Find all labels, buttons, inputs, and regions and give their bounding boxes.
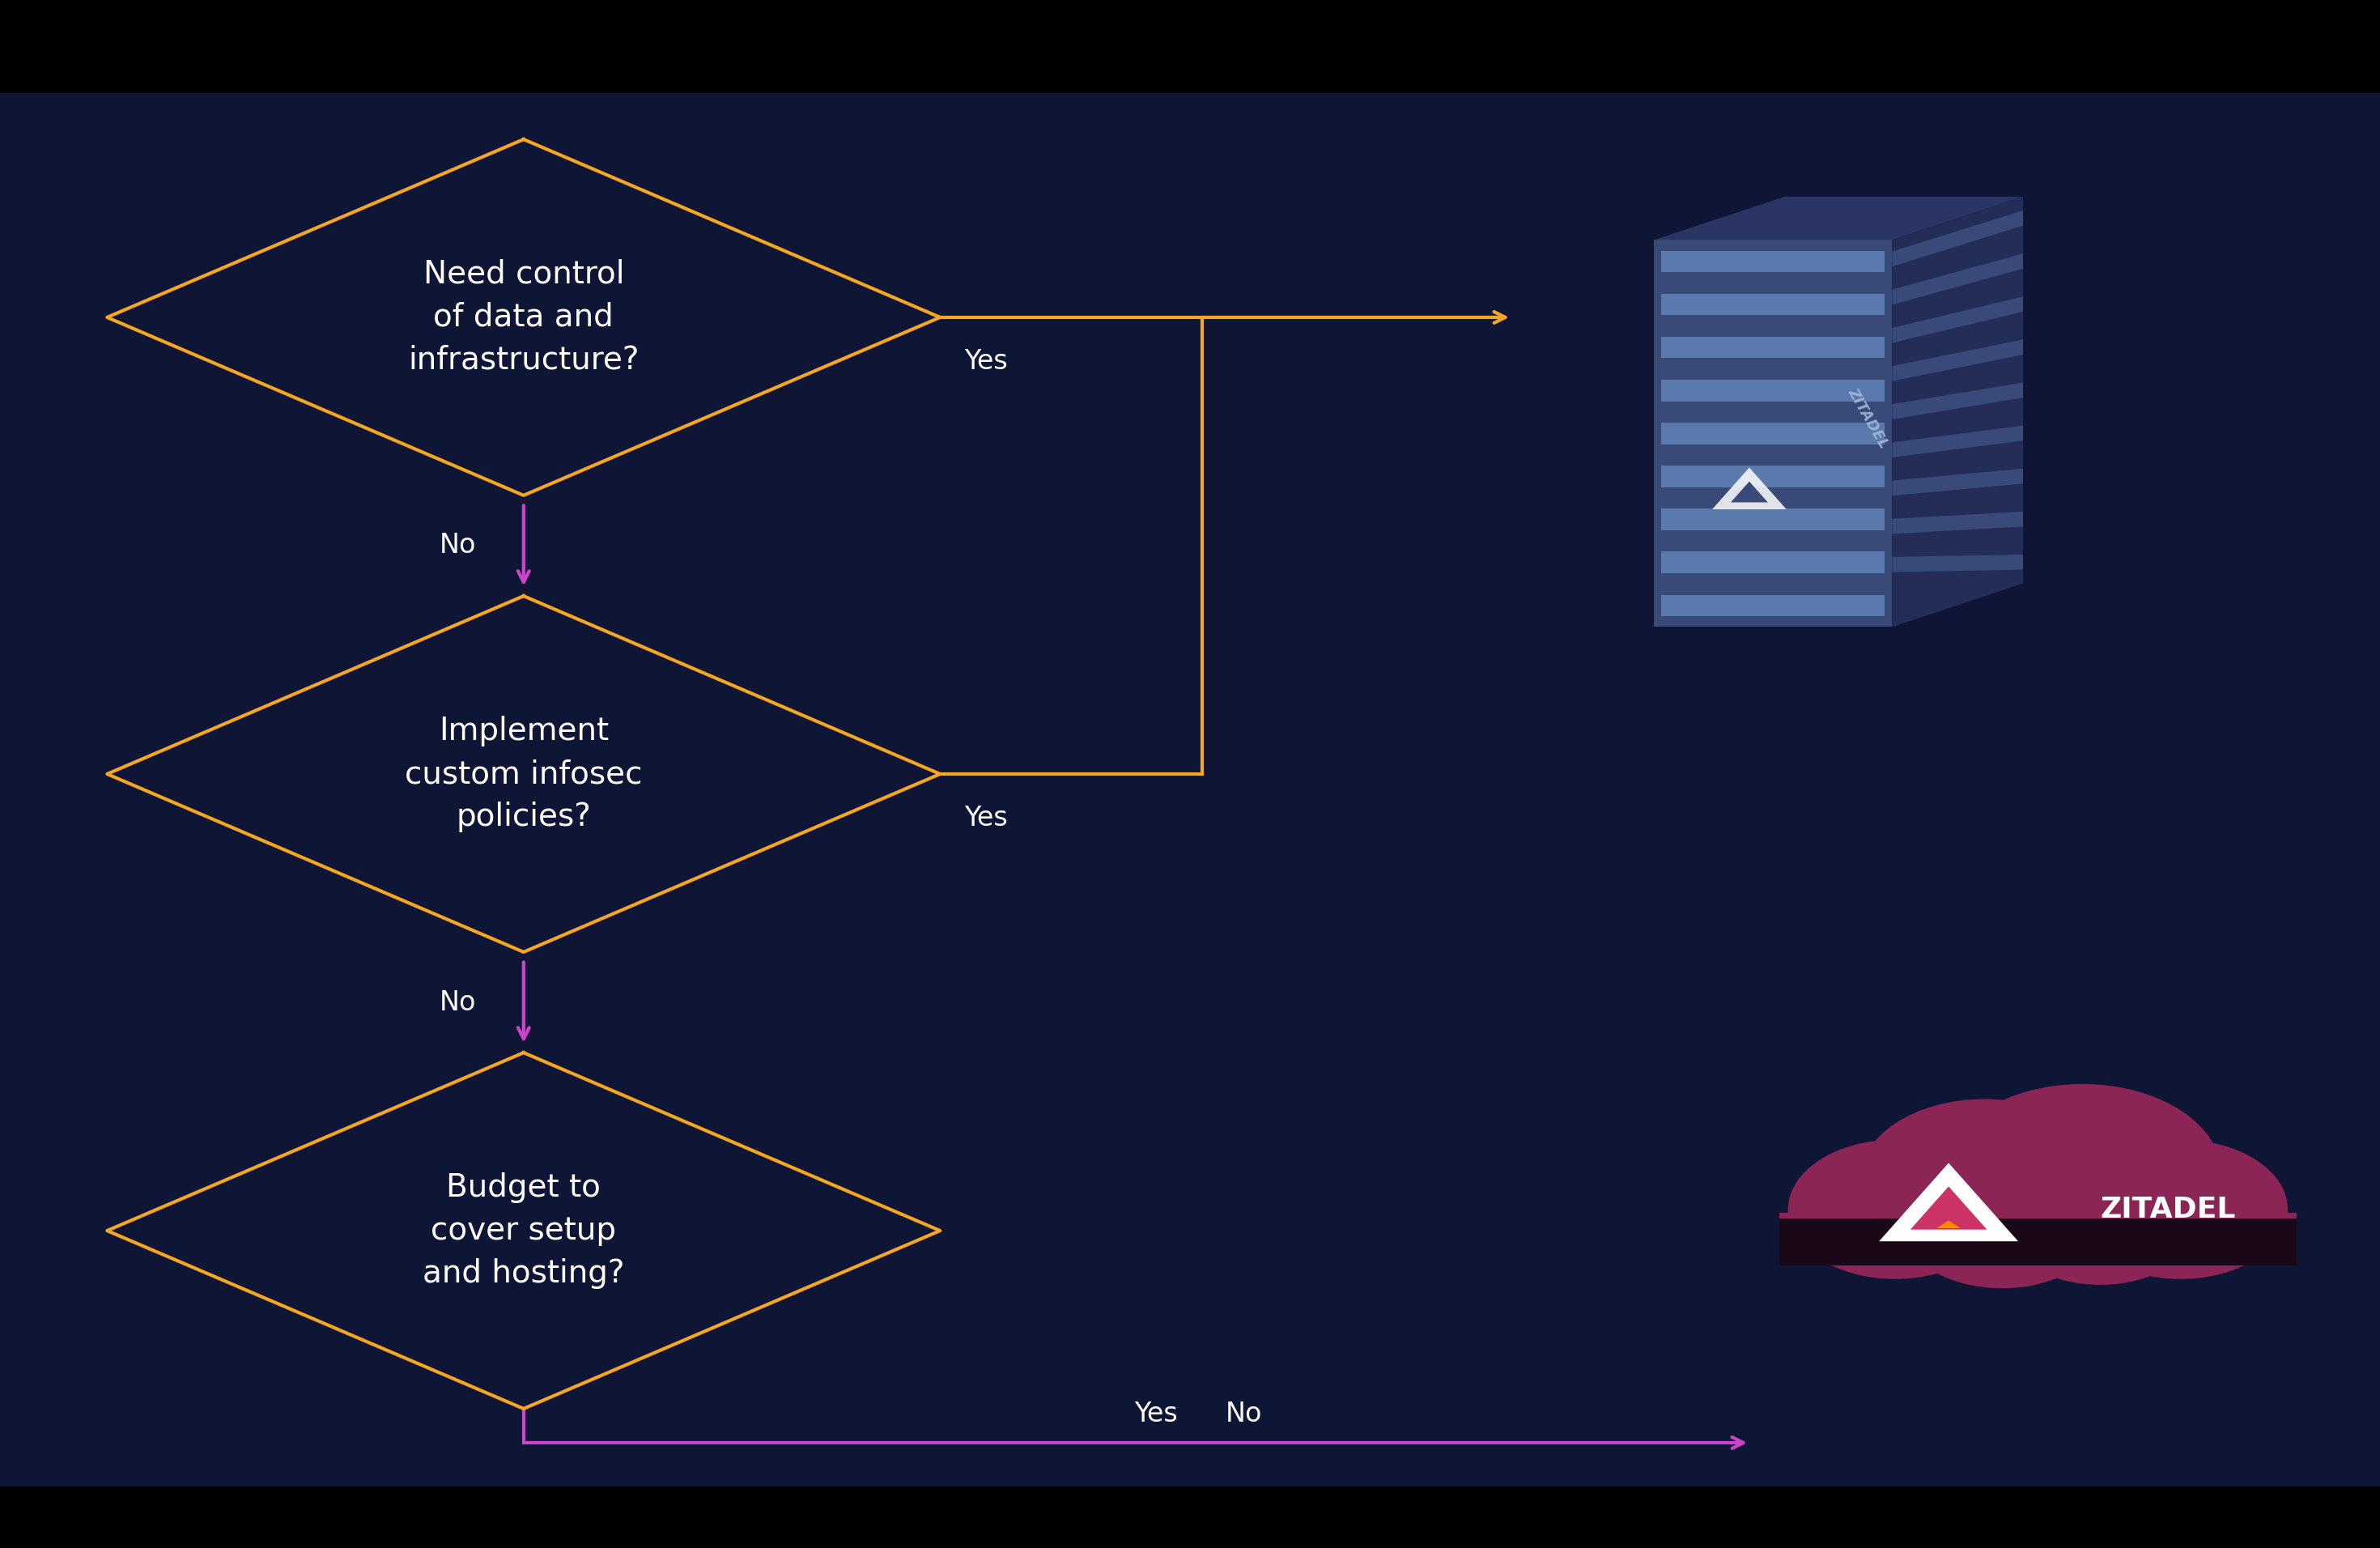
Polygon shape <box>1892 554 2023 573</box>
Polygon shape <box>1661 251 1885 272</box>
Polygon shape <box>1654 240 1892 627</box>
Polygon shape <box>1654 197 2023 240</box>
Polygon shape <box>1892 382 2023 420</box>
Text: No: No <box>440 533 476 559</box>
Polygon shape <box>107 1053 940 1409</box>
Polygon shape <box>0 0 2380 93</box>
Polygon shape <box>1711 467 1787 509</box>
Polygon shape <box>1892 254 2023 305</box>
Polygon shape <box>1778 1214 2297 1265</box>
Polygon shape <box>1892 197 2023 627</box>
Polygon shape <box>1892 339 2023 381</box>
Polygon shape <box>1892 211 2023 266</box>
Polygon shape <box>1937 1220 1961 1228</box>
Circle shape <box>2002 1158 2199 1285</box>
Polygon shape <box>1911 1186 1987 1229</box>
Polygon shape <box>107 596 940 952</box>
Polygon shape <box>1892 297 2023 344</box>
Polygon shape <box>1661 509 1885 531</box>
Text: No: No <box>1226 1401 1261 1427</box>
Polygon shape <box>1880 1163 2018 1241</box>
Polygon shape <box>1661 466 1885 488</box>
Polygon shape <box>1778 1218 2297 1265</box>
Polygon shape <box>1892 469 2023 495</box>
Text: ZITADEL: ZITADEL <box>2099 1195 2235 1223</box>
Circle shape <box>1859 1099 2109 1262</box>
Polygon shape <box>1661 379 1885 401</box>
Text: Yes: Yes <box>964 805 1007 831</box>
Polygon shape <box>1892 511 2023 534</box>
Text: No: No <box>440 989 476 1015</box>
Text: Yes: Yes <box>964 348 1007 375</box>
Text: Budget to
cover setup
and hosting?: Budget to cover setup and hosting? <box>424 1172 624 1289</box>
Circle shape <box>2073 1139 2287 1279</box>
Text: Need control
of data and
infrastructure?: Need control of data and infrastructure? <box>407 259 640 376</box>
Polygon shape <box>1730 481 1768 502</box>
Circle shape <box>1787 1139 2002 1279</box>
Polygon shape <box>1661 594 1885 616</box>
Polygon shape <box>107 139 940 495</box>
Text: Yes: Yes <box>1135 1401 1178 1427</box>
Polygon shape <box>1661 337 1885 358</box>
Text: Implement
custom infosec
policies?: Implement custom infosec policies? <box>405 715 643 833</box>
Circle shape <box>1899 1153 2106 1288</box>
Polygon shape <box>1778 1224 2297 1265</box>
Circle shape <box>1942 1084 2221 1265</box>
Polygon shape <box>1661 423 1885 444</box>
Polygon shape <box>1892 426 2023 458</box>
Text: ZITADEL: ZITADEL <box>1844 385 1892 450</box>
Polygon shape <box>1661 294 1885 316</box>
Polygon shape <box>1661 551 1885 573</box>
Polygon shape <box>0 1486 2380 1548</box>
